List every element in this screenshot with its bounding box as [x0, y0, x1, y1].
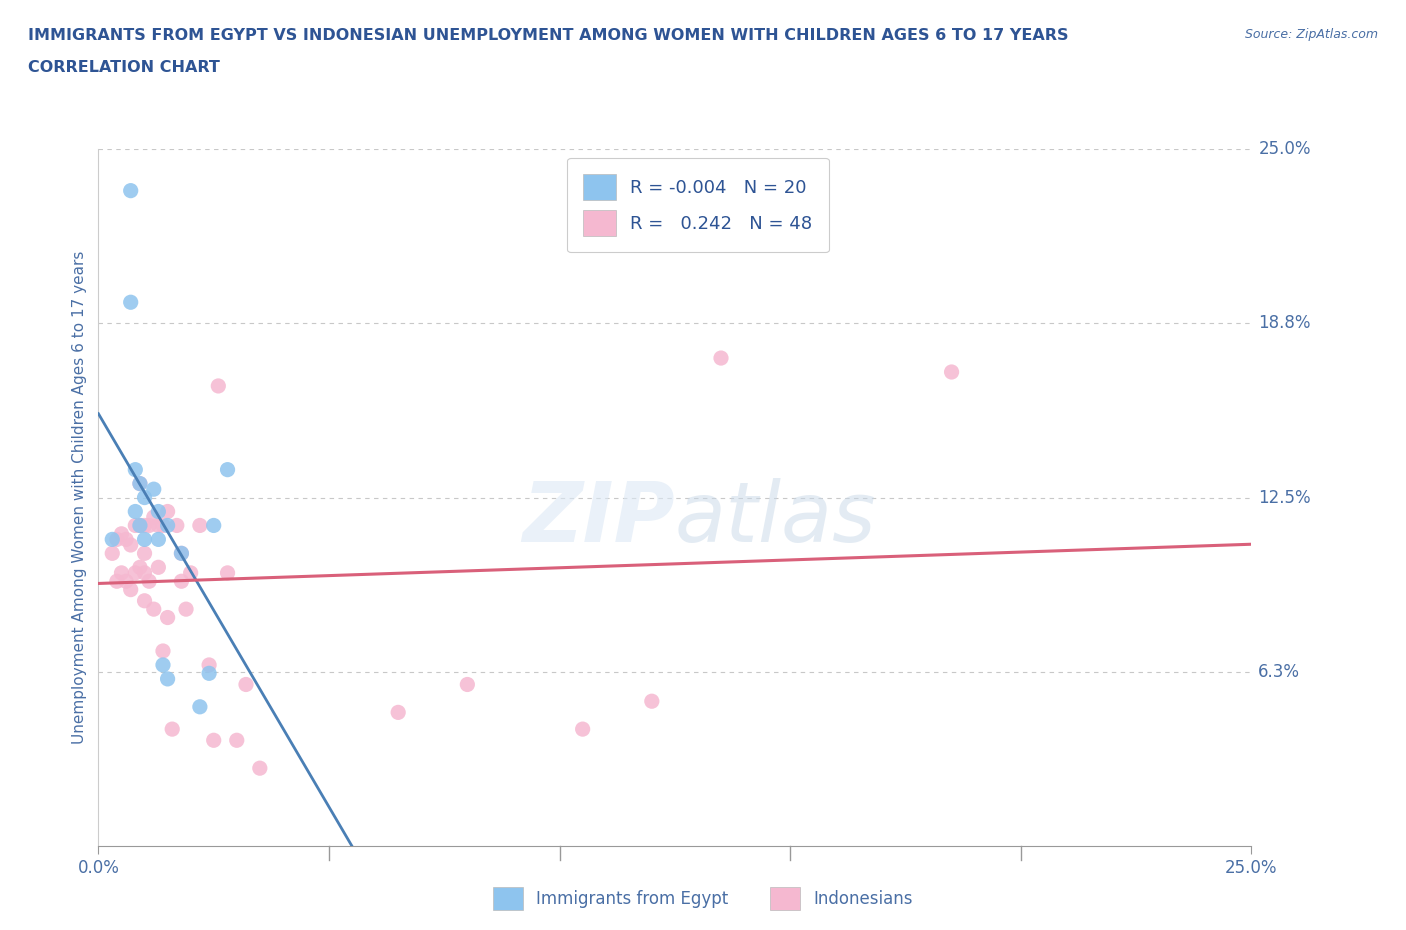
Point — [156, 671, 179, 686]
Point — [129, 560, 152, 575]
Point — [188, 699, 211, 714]
Text: 12.5%: 12.5% — [1258, 488, 1310, 507]
Point — [142, 602, 165, 617]
Point — [134, 518, 156, 533]
Point — [124, 504, 146, 519]
Point — [217, 462, 239, 477]
Point — [129, 476, 152, 491]
Text: atlas: atlas — [675, 478, 876, 559]
Point — [160, 722, 183, 737]
Point — [110, 565, 132, 580]
Point — [148, 518, 170, 533]
Point — [198, 658, 221, 672]
Point — [198, 666, 221, 681]
Text: Source: ZipAtlas.com: Source: ZipAtlas.com — [1244, 28, 1378, 41]
Point — [217, 565, 239, 580]
Point — [941, 365, 963, 379]
Point — [101, 532, 124, 547]
Point — [249, 761, 271, 776]
Text: 25.0%: 25.0% — [1258, 140, 1310, 158]
Point — [188, 518, 211, 533]
Point — [152, 518, 174, 533]
Text: IMMIGRANTS FROM EGYPT VS INDONESIAN UNEMPLOYMENT AMONG WOMEN WITH CHILDREN AGES : IMMIGRANTS FROM EGYPT VS INDONESIAN UNEM… — [28, 28, 1069, 43]
Point — [138, 574, 160, 589]
Point — [134, 532, 156, 547]
Point — [202, 733, 225, 748]
Point — [710, 351, 733, 365]
Point — [456, 677, 478, 692]
Point — [134, 490, 156, 505]
Point — [142, 510, 165, 525]
Point — [180, 565, 202, 580]
Point — [120, 183, 142, 198]
Point — [138, 518, 160, 533]
Point — [225, 733, 247, 748]
Point — [134, 546, 156, 561]
Point — [105, 574, 128, 589]
Point — [120, 582, 142, 597]
Y-axis label: Unemployment Among Women with Children Ages 6 to 17 years: Unemployment Among Women with Children A… — [72, 251, 87, 744]
Point — [134, 565, 156, 580]
Point — [235, 677, 257, 692]
Point — [148, 504, 170, 519]
Point — [129, 476, 152, 491]
Point — [166, 518, 188, 533]
Point — [124, 565, 146, 580]
Text: CORRELATION CHART: CORRELATION CHART — [28, 60, 219, 75]
Text: 18.8%: 18.8% — [1258, 314, 1310, 332]
Point — [387, 705, 409, 720]
Point — [571, 722, 593, 737]
Point — [115, 574, 138, 589]
Text: ZIP: ZIP — [522, 478, 675, 559]
Point — [101, 546, 124, 561]
Point — [156, 518, 179, 533]
Point — [170, 546, 193, 561]
Point — [129, 518, 152, 533]
Point — [142, 482, 165, 497]
Point — [115, 532, 138, 547]
Point — [110, 526, 132, 541]
Text: 6.3%: 6.3% — [1258, 663, 1301, 681]
Point — [170, 546, 193, 561]
Point — [134, 593, 156, 608]
Point — [641, 694, 664, 709]
Point — [156, 610, 179, 625]
Point — [170, 574, 193, 589]
Point — [207, 379, 229, 393]
Legend: Immigrants from Egypt, Indonesians: Immigrants from Egypt, Indonesians — [486, 880, 920, 917]
Point — [152, 658, 174, 672]
Point — [148, 560, 170, 575]
Point — [148, 532, 170, 547]
Point — [120, 295, 142, 310]
Legend: R = -0.004   N = 20, R =   0.242   N = 48: R = -0.004 N = 20, R = 0.242 N = 48 — [567, 158, 828, 252]
Point — [124, 462, 146, 477]
Point — [156, 504, 179, 519]
Point — [120, 538, 142, 552]
Point — [174, 602, 197, 617]
Point — [129, 518, 152, 533]
Point — [124, 518, 146, 533]
Point — [105, 532, 128, 547]
Point — [152, 644, 174, 658]
Point — [202, 518, 225, 533]
